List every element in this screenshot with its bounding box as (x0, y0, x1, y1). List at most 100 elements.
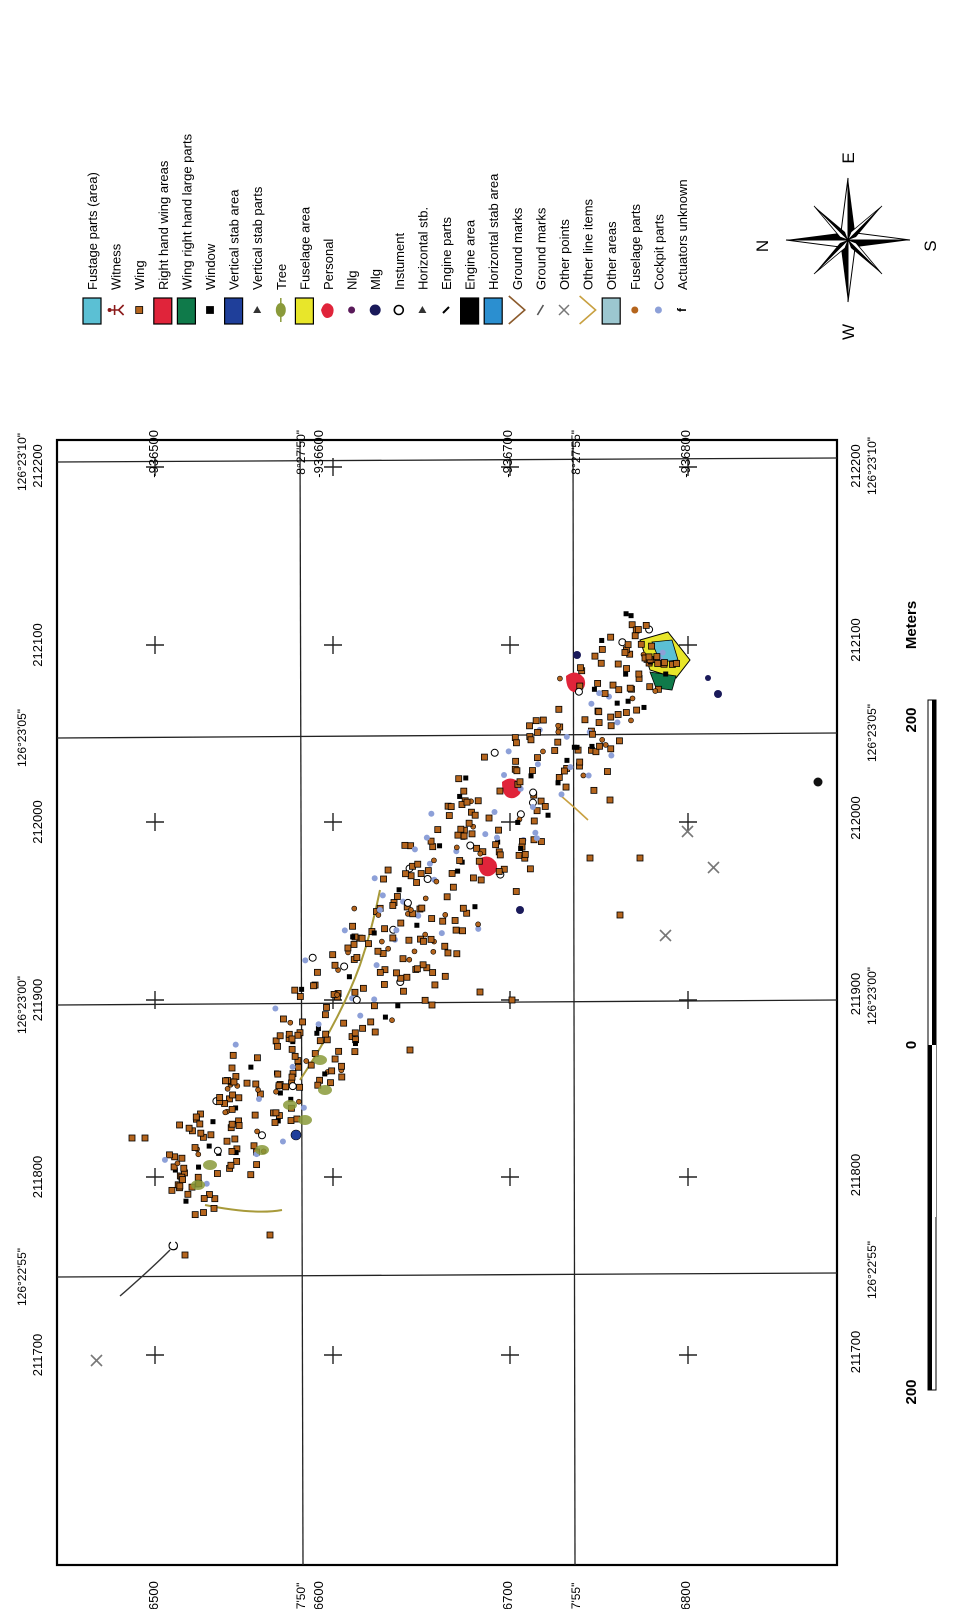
wing-part (314, 968, 321, 976)
legend-item: Other areas (601, 221, 621, 325)
window-part (663, 671, 669, 677)
wing-part (314, 1081, 322, 1089)
legend-tree-icon (275, 298, 286, 322)
legend-item: Vertical stab parts (250, 186, 265, 313)
other-points (90, 825, 720, 1367)
cockpit-part (341, 927, 348, 934)
wing-part (288, 1045, 296, 1053)
legend-area-icon (294, 297, 314, 325)
window-part (623, 671, 629, 677)
window-part (414, 922, 420, 928)
cockpit-part (482, 831, 489, 838)
tree-point (318, 1085, 332, 1095)
wing-part (530, 817, 538, 825)
wing-part (179, 1176, 186, 1184)
instrument-point (308, 953, 317, 962)
wing-part (254, 1054, 261, 1062)
wing-part (642, 622, 650, 629)
ground-mark-line (299, 889, 381, 1081)
legend-item: Tree (274, 264, 289, 322)
wing-part (228, 1064, 236, 1072)
wing-part (460, 787, 468, 795)
instrument-point (257, 1131, 266, 1140)
cockpit-part (289, 1063, 296, 1070)
grid-cross (146, 458, 164, 476)
window-part (233, 1105, 239, 1111)
fuselage-part (475, 921, 481, 928)
wing-part (328, 1067, 336, 1075)
fuselage-part (652, 688, 659, 694)
wing-part (243, 1079, 251, 1087)
easting-label-bottom-212200: 212200 (848, 444, 863, 487)
grid-cross (146, 636, 164, 654)
wing-part (235, 1122, 243, 1129)
wing-part (417, 870, 425, 877)
fuselage-part (555, 722, 561, 729)
window-part (371, 930, 377, 936)
wing-part (529, 767, 536, 774)
legend-line-icon (508, 295, 527, 325)
cockpit-part (415, 912, 422, 919)
wing-part (233, 1157, 241, 1165)
wing-part (595, 708, 603, 716)
legend-item-label: Tree (274, 264, 289, 290)
fuselage-part (255, 1087, 261, 1093)
legend-item: Fustage parts (area) (82, 172, 102, 325)
wing-part (228, 1106, 236, 1113)
wing-part (331, 961, 339, 969)
legend-item: Other points (557, 219, 572, 316)
wing-part (555, 774, 563, 781)
wing-part (445, 812, 453, 819)
wing-part (200, 1195, 208, 1202)
window-part (396, 887, 402, 893)
grid-cross (146, 813, 164, 831)
scale-label-right: 200 (903, 707, 920, 732)
cockpit-part (371, 996, 378, 1003)
wing-part (397, 919, 405, 927)
wing-part (441, 972, 449, 980)
fuselage-part (599, 736, 605, 743)
wing-part (596, 742, 603, 750)
cockpit-part (558, 791, 565, 798)
cockpit-part (393, 927, 400, 934)
wing-part (470, 874, 477, 882)
wing-part (247, 1171, 255, 1179)
cockpit-part (161, 1156, 168, 1163)
wing-part (296, 1083, 304, 1091)
easting-label-top-211700: 211700 (30, 1334, 45, 1376)
cockpit-part (534, 761, 541, 768)
wing-part (413, 879, 420, 886)
legend-slash-icon (442, 306, 450, 314)
legend-item-label: Engine parts (439, 217, 454, 290)
wing-part (607, 745, 615, 753)
wing-part (508, 996, 516, 1004)
longitude-label-top-2310: 126°23'10" (15, 433, 29, 491)
wing-part (606, 796, 614, 804)
grid-cross (146, 991, 164, 1009)
wing-part (178, 1154, 186, 1162)
wing-part (463, 798, 471, 806)
fuselage-part (411, 948, 418, 955)
grid-cross (324, 636, 342, 654)
wing-part (211, 1195, 219, 1203)
wing-part (633, 706, 641, 714)
legend-item: Wing right hand large parts (176, 133, 196, 325)
wing-part (401, 841, 409, 849)
legend-item: Ground marks (508, 207, 527, 325)
legend-item: Fuselage parts (628, 204, 643, 314)
wing-part (473, 844, 480, 852)
wing-part (351, 1048, 359, 1056)
grid-cross (679, 1346, 697, 1364)
wing-part (534, 728, 541, 736)
cockpit-part (659, 649, 666, 656)
legend-item: Nlg (345, 270, 360, 314)
wing-part (307, 1061, 315, 1069)
wing-part (455, 775, 463, 783)
wing-part (414, 860, 422, 868)
wing-part (176, 1121, 183, 1129)
wing-part (266, 1231, 274, 1239)
wing-part (457, 825, 465, 833)
wing-part (598, 646, 606, 653)
wing-part (335, 1047, 343, 1055)
